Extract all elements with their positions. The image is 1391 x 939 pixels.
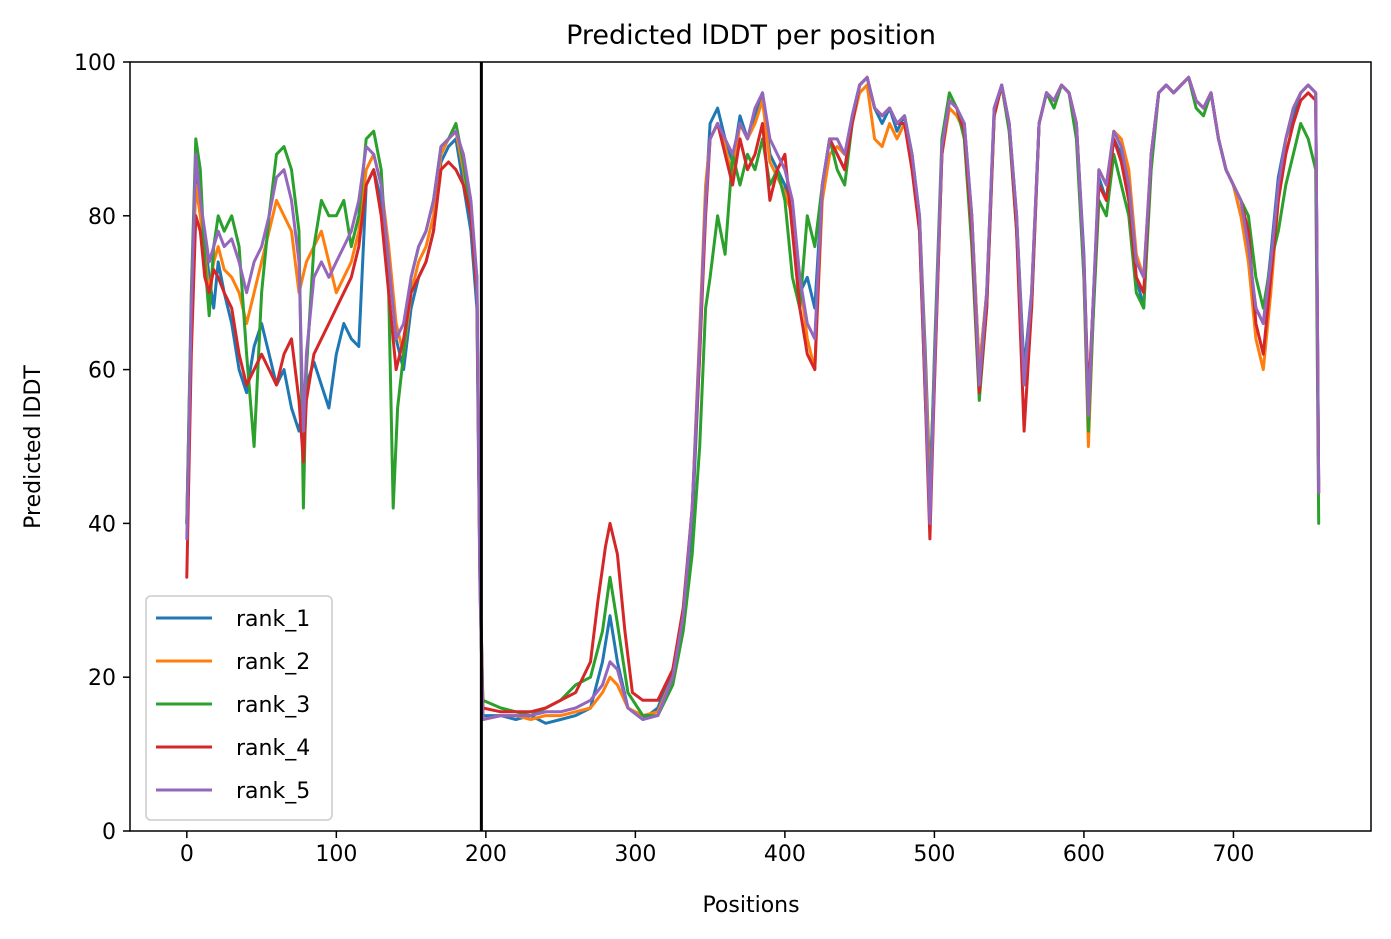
x-tick-label: 500 bbox=[913, 842, 955, 867]
plot-area bbox=[129, 61, 1372, 832]
legend-label: rank_3 bbox=[236, 693, 310, 718]
y-tick-label: 40 bbox=[88, 512, 116, 537]
legend-item-rank-4: rank_4 bbox=[156, 736, 310, 761]
x-axis-title: Positions bbox=[702, 893, 799, 918]
series-line-rank-4 bbox=[185, 75, 1321, 714]
y-tick-label: 80 bbox=[88, 205, 116, 230]
legend-item-rank-5: rank_5 bbox=[156, 779, 310, 804]
series-lines bbox=[185, 75, 1321, 725]
x-tick-label: 200 bbox=[465, 842, 507, 867]
y-tick-label: 0 bbox=[102, 820, 116, 845]
chart-title: Predicted lDDT per position bbox=[566, 20, 936, 51]
legend-label: rank_1 bbox=[236, 607, 310, 632]
x-tick-label: 600 bbox=[1063, 842, 1105, 867]
series-line-rank-3 bbox=[185, 75, 1321, 718]
x-tick-label: 100 bbox=[315, 842, 357, 867]
y-axis: 0 20 40 60 80 100 bbox=[74, 51, 130, 845]
y-tick-label: 60 bbox=[88, 359, 116, 384]
legend-box bbox=[145, 595, 333, 821]
plot-frame bbox=[129, 61, 1372, 832]
x-tick-label: 700 bbox=[1212, 842, 1254, 867]
x-tick-label: 0 bbox=[180, 842, 194, 867]
x-tick-label: 300 bbox=[614, 842, 656, 867]
legend-item-rank-3: rank_3 bbox=[156, 693, 310, 718]
legend-label: rank_5 bbox=[236, 779, 310, 804]
legend-label: rank_2 bbox=[236, 650, 310, 675]
legend-item-rank-2: rank_2 bbox=[156, 650, 310, 675]
legend-label: rank_4 bbox=[236, 736, 310, 761]
y-tick-label: 100 bbox=[74, 51, 116, 76]
x-tick-label: 400 bbox=[764, 842, 806, 867]
series-line-rank-5 bbox=[185, 75, 1321, 721]
legend-item-rank-1: rank_1 bbox=[156, 607, 310, 632]
x-axis: 0 100 200 300 400 500 600 700 bbox=[180, 831, 1254, 867]
y-tick-label: 20 bbox=[88, 666, 116, 691]
y-axis-title: Predicted lDDT bbox=[21, 365, 46, 529]
legend: rank_1 rank_2 rank_3 rank_4 rank_5 bbox=[145, 595, 333, 821]
